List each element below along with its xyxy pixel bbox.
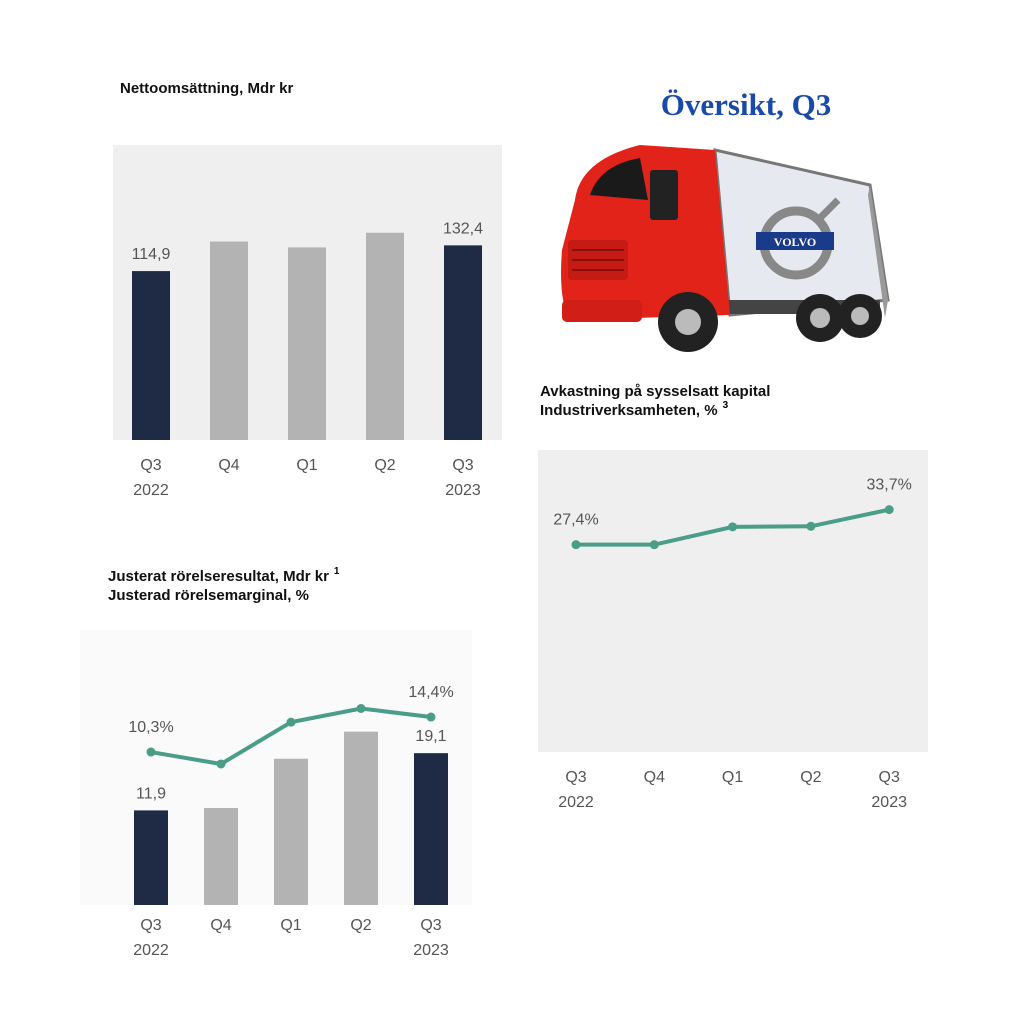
x-tick-label: 2022	[133, 942, 169, 959]
footnote-marker: 3	[723, 400, 729, 411]
x-tick-label: 2022	[133, 482, 169, 499]
x-tick-label: Q4	[218, 457, 239, 474]
x-tick-label: 2022	[558, 794, 594, 811]
line-marker	[426, 712, 436, 722]
chart-title: Industriverksamheten, %	[540, 402, 718, 419]
chart: Nettoomsättning, Mdr kr Q3 2022 Q4 Q1 Q2 Q3 202…	[113, 80, 502, 499]
chart-title: Justerat rörelseresultat, Mdr kr	[108, 568, 329, 585]
bar	[414, 753, 448, 905]
chart-title: Nettoomsättning, Mdr kr	[120, 80, 293, 97]
bar	[344, 731, 378, 905]
chart: Justerat rörelseresultat, Mdr kr 1 Justera…	[80, 566, 472, 959]
bar	[204, 808, 238, 905]
x-tick-label: Q1	[280, 917, 301, 934]
bar	[210, 241, 248, 440]
bar	[274, 758, 308, 905]
data-label: 19,1	[415, 728, 446, 745]
line-marker	[286, 717, 296, 727]
bar	[288, 247, 326, 440]
data-label: 132,4	[443, 220, 483, 237]
line-marker	[806, 521, 816, 531]
x-tick-label: Q3	[452, 457, 473, 474]
truck-image: VOLVO	[561, 145, 890, 352]
x-tick-label: Q3	[140, 917, 161, 934]
line-marker	[216, 759, 226, 769]
x-tick-label: Q1	[722, 769, 743, 786]
x-tick-label: Q3	[879, 769, 900, 786]
x-tick-label: Q4	[644, 769, 665, 786]
x-tick-label: 2023	[413, 942, 449, 959]
line-marker	[728, 522, 738, 532]
data-label: 11,9	[136, 785, 166, 802]
x-tick-label: Q1	[296, 457, 317, 474]
data-label: 114,9	[132, 246, 171, 263]
bar	[366, 232, 404, 440]
footnote-marker: 1	[334, 566, 340, 577]
chart-title: Avkastning på sysselsatt kapital	[540, 383, 770, 400]
data-label: 27,4%	[553, 512, 598, 529]
x-tick-label: Q2	[374, 457, 395, 474]
x-tick-label: Q3	[140, 457, 161, 474]
bar	[444, 245, 482, 440]
bar	[134, 810, 168, 905]
data-label: 10,3%	[128, 719, 173, 736]
line-marker	[356, 703, 366, 713]
chart-title: Justerad rörelsemarginal, %	[108, 587, 309, 604]
x-tick-label: Q3	[420, 917, 441, 934]
page-title: Översikt, Q3	[661, 87, 832, 122]
x-tick-label: Q4	[210, 917, 231, 934]
line-marker	[146, 747, 156, 757]
x-tick-label: Q2	[800, 769, 821, 786]
data-label: 33,7%	[867, 477, 912, 494]
x-tick-label: Q3	[565, 769, 586, 786]
chart: Avkastning på sysselsatt kapital Industri…	[538, 383, 928, 811]
line-marker	[571, 540, 581, 550]
bar	[132, 271, 170, 440]
x-tick-label: Q2	[350, 917, 371, 934]
x-tick-label: 2023	[871, 794, 907, 811]
plot-background	[538, 450, 928, 752]
x-tick-label: 2023	[445, 482, 481, 499]
line-marker	[884, 505, 894, 515]
truck-logo: VOLVO	[774, 235, 816, 249]
data-label: 14,4%	[408, 684, 453, 701]
line-marker	[649, 540, 659, 550]
